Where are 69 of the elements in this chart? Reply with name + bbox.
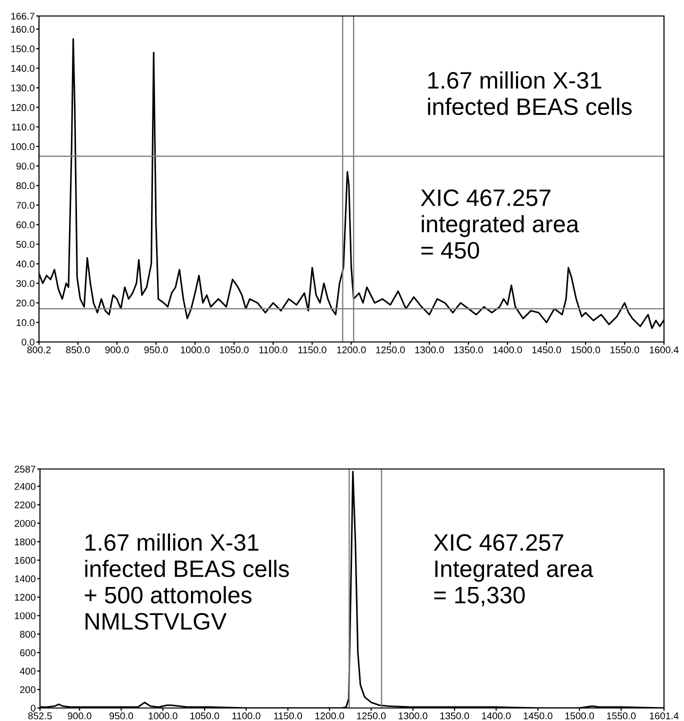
y-tick-label: 1400 [14, 575, 36, 582]
y-tick-label: 2200 [14, 501, 36, 508]
x-tick-label: 1350.0 [440, 712, 470, 720]
y-tick-label: 80.0 [16, 182, 34, 190]
y-tick-label: 2400 [14, 483, 36, 490]
y-tick-label: 100.0 [11, 143, 34, 150]
x-tick-label: 1100.0 [259, 346, 288, 354]
y-tick-label: 400 [20, 668, 36, 675]
x-tick-label: 1350.0 [454, 346, 483, 354]
x-tick-label: 1450.0 [532, 346, 562, 354]
x-tick-label: 1050.0 [220, 346, 249, 354]
y-tick-label: 2587 [14, 466, 36, 473]
x-tick-label: 1200.0 [337, 346, 366, 354]
y-tick-label: 166.7 [11, 12, 34, 20]
y-tick-label: 200 [20, 686, 36, 694]
x-tick-label: 1601.4 [650, 712, 679, 720]
y-tick-label: 1800 [14, 538, 36, 546]
x-tick-label: 1500.0 [565, 712, 594, 720]
y-tick-label: 150.0 [11, 45, 34, 52]
y-tick-label: 0 [30, 704, 36, 712]
x-tick-label: 1100.0 [232, 712, 260, 720]
x-tick-label: 1300.0 [415, 346, 444, 354]
x-tick-label: 1550.0 [607, 712, 636, 720]
y-tick-label: 130.0 [11, 84, 34, 92]
x-tick-label: 900.0 [105, 346, 129, 354]
y-tick-label: 40.0 [16, 260, 34, 268]
x-tick-label: 1300.0 [398, 712, 428, 720]
x-tick-label: 800.2 [27, 346, 51, 354]
x-tick-label: 1550.0 [610, 346, 640, 354]
y-tick-label: 30.0 [16, 280, 34, 287]
y-tick-label: 10.0 [16, 319, 34, 326]
x-tick-label: 1050.0 [190, 712, 220, 720]
y-tick-label: 20.0 [16, 300, 34, 307]
x-tick-label: 1250.0 [376, 346, 405, 354]
x-tick-label: 1450.0 [524, 712, 552, 720]
annotation: 1.67 million X-31 infected BEAS cells + 500 attomoles NMLSTVLGV [84, 534, 289, 630]
x-tick-label: 850.0 [66, 346, 90, 354]
y-tick-label: 50.0 [16, 240, 34, 248]
x-tick-label: 1600.4 [650, 346, 679, 354]
x-tick-label: 1150.0 [298, 346, 326, 354]
annotation: 1.67 million X-31 infected BEAS cells [428, 71, 632, 116]
y-tick-label: 1200 [14, 594, 36, 601]
x-tick-label: 950.0 [144, 346, 168, 354]
x-tick-label: 1000.0 [180, 346, 210, 354]
y-tick-label: 1000 [14, 612, 36, 620]
x-tick-label: 900.0 [68, 712, 92, 720]
y-tick-label: 120.0 [11, 104, 34, 111]
y-tick-label: 1600 [14, 556, 36, 564]
x-tick-label: 1150.0 [274, 712, 302, 720]
y-tick-label: 160.0 [11, 26, 34, 33]
x-tick-label: 1500.0 [571, 346, 600, 354]
y-tick-label: 140.0 [11, 64, 34, 72]
y-tick-label: 2000 [14, 520, 36, 527]
y-tick-label: 800 [20, 630, 36, 638]
x-tick-label: 1250.0 [357, 712, 386, 720]
annotation: XIC 467.257 Integrated area = 15,330 [434, 534, 594, 606]
x-tick-label: 1200.0 [315, 712, 344, 720]
annotation: XIC 467.257 integrated area = 450 [420, 189, 580, 259]
x-tick-label: 1400.0 [482, 712, 511, 720]
x-tick-label: 1000.0 [148, 712, 178, 720]
y-tick-label: 90.0 [16, 162, 34, 170]
x-tick-label: 852.5 [28, 712, 52, 720]
y-tick-label: 0.0 [22, 338, 34, 346]
y-tick-label: 60.0 [16, 221, 34, 228]
x-tick-label: 1400.0 [493, 346, 522, 354]
y-tick-label: 110.0 [12, 124, 34, 130]
x-tick-label: 950.0 [110, 712, 134, 720]
y-tick-label: 70.0 [16, 202, 34, 209]
y-tick-label: 600 [20, 649, 36, 656]
